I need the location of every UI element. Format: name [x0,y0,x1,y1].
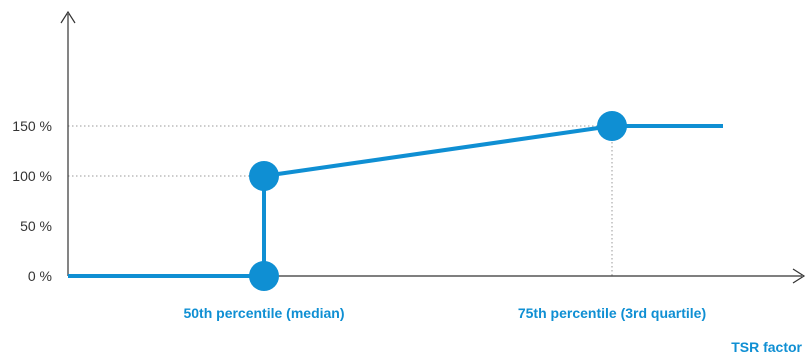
x-axis-title: TSR factor [731,339,802,355]
y-tick-label-100: 100 % [12,168,52,184]
reference-lines [68,125,613,276]
data-point-1 [249,261,279,291]
y-tick-label-150: 150 % [12,118,52,134]
y-tick-labels: 0 % 50 % 100 % 150 % [12,118,52,284]
y-tick-label-50: 50 % [20,218,52,234]
data-point-3 [597,111,627,141]
x-axis-arrow [792,268,806,284]
y-tick-label-0: 0 % [28,268,52,284]
series-layer [68,111,723,291]
data-point-2 [249,161,279,191]
series-line [68,124,723,278]
y-axis-arrow [60,10,76,24]
x-category-label-median: 50th percentile (median) [183,305,344,321]
x-category-label-third-quartile: 75th percentile (3rd quartile) [518,305,706,321]
